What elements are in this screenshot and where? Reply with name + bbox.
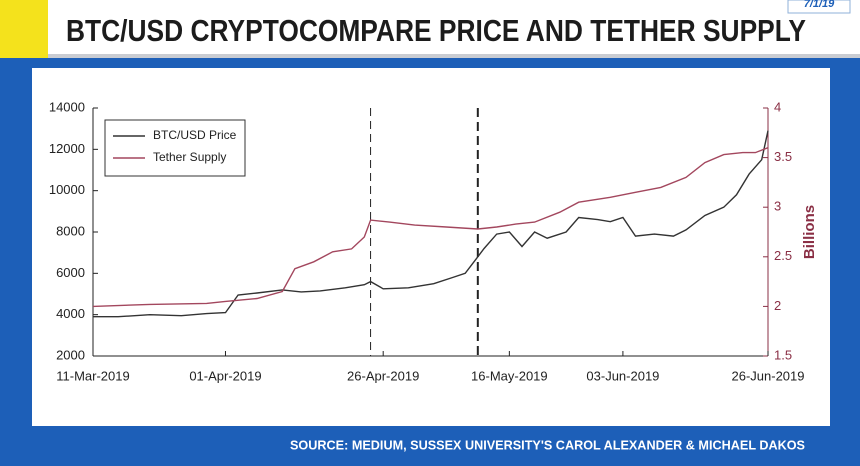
- y2-tick-label: 1.5: [774, 347, 792, 362]
- x-tick-label: 01-Apr-2019: [189, 368, 261, 383]
- series-line: [93, 130, 769, 318]
- headline: BTC/USD CRYPTOCOMPARE PRICE AND TETHER S…: [66, 13, 806, 48]
- y-tick-label: 12000: [49, 141, 85, 156]
- y2-axis-label: Billions: [801, 205, 818, 259]
- legend-box: [104, 119, 246, 177]
- y-tick-label: 14000: [49, 99, 85, 114]
- title-bar-shadow: [0, 54, 860, 58]
- title-bar: [0, 0, 860, 58]
- y-tick-label: 6000: [56, 265, 85, 280]
- x-tick-label: 26-Apr-2019: [347, 368, 419, 383]
- y-tick-label: 10000: [49, 182, 85, 197]
- source: SOURCE: MEDIUM, SUSSEX UNIVERSITY'S CARO…: [290, 437, 805, 452]
- y-tick-label: 4000: [56, 306, 85, 321]
- y2-tick-label: 2: [774, 298, 781, 313]
- chart: 2000 4000 6000 8000 10000 12000 14000 1.5 2 2.5 3 3…: [49, 99, 818, 383]
- legend-label: BTC/USD Price: [153, 128, 237, 142]
- legend-label: Tether Supply: [153, 150, 226, 164]
- title-accent: [0, 0, 48, 58]
- y2-tick-label: 2.5: [774, 248, 792, 263]
- date-box: [787, 0, 851, 14]
- series-line: [92, 147, 769, 308]
- y2-tick-label: 3.5: [774, 149, 792, 164]
- x-tick-label: 26-Jun-2019: [732, 368, 805, 383]
- date: 7/1/19: [804, 0, 835, 10]
- y2-tick-label: 3: [774, 199, 781, 214]
- x-tick-label: 11-Mar-2019: [56, 368, 129, 383]
- y2-tick-label: 4: [774, 99, 781, 114]
- y-tick-label: 2000: [56, 347, 85, 362]
- x-tick-label: 16-May-2019: [471, 368, 548, 383]
- y-tick-label: 8000: [56, 223, 85, 238]
- x-tick-label: 03-Jun-2019: [586, 368, 659, 383]
